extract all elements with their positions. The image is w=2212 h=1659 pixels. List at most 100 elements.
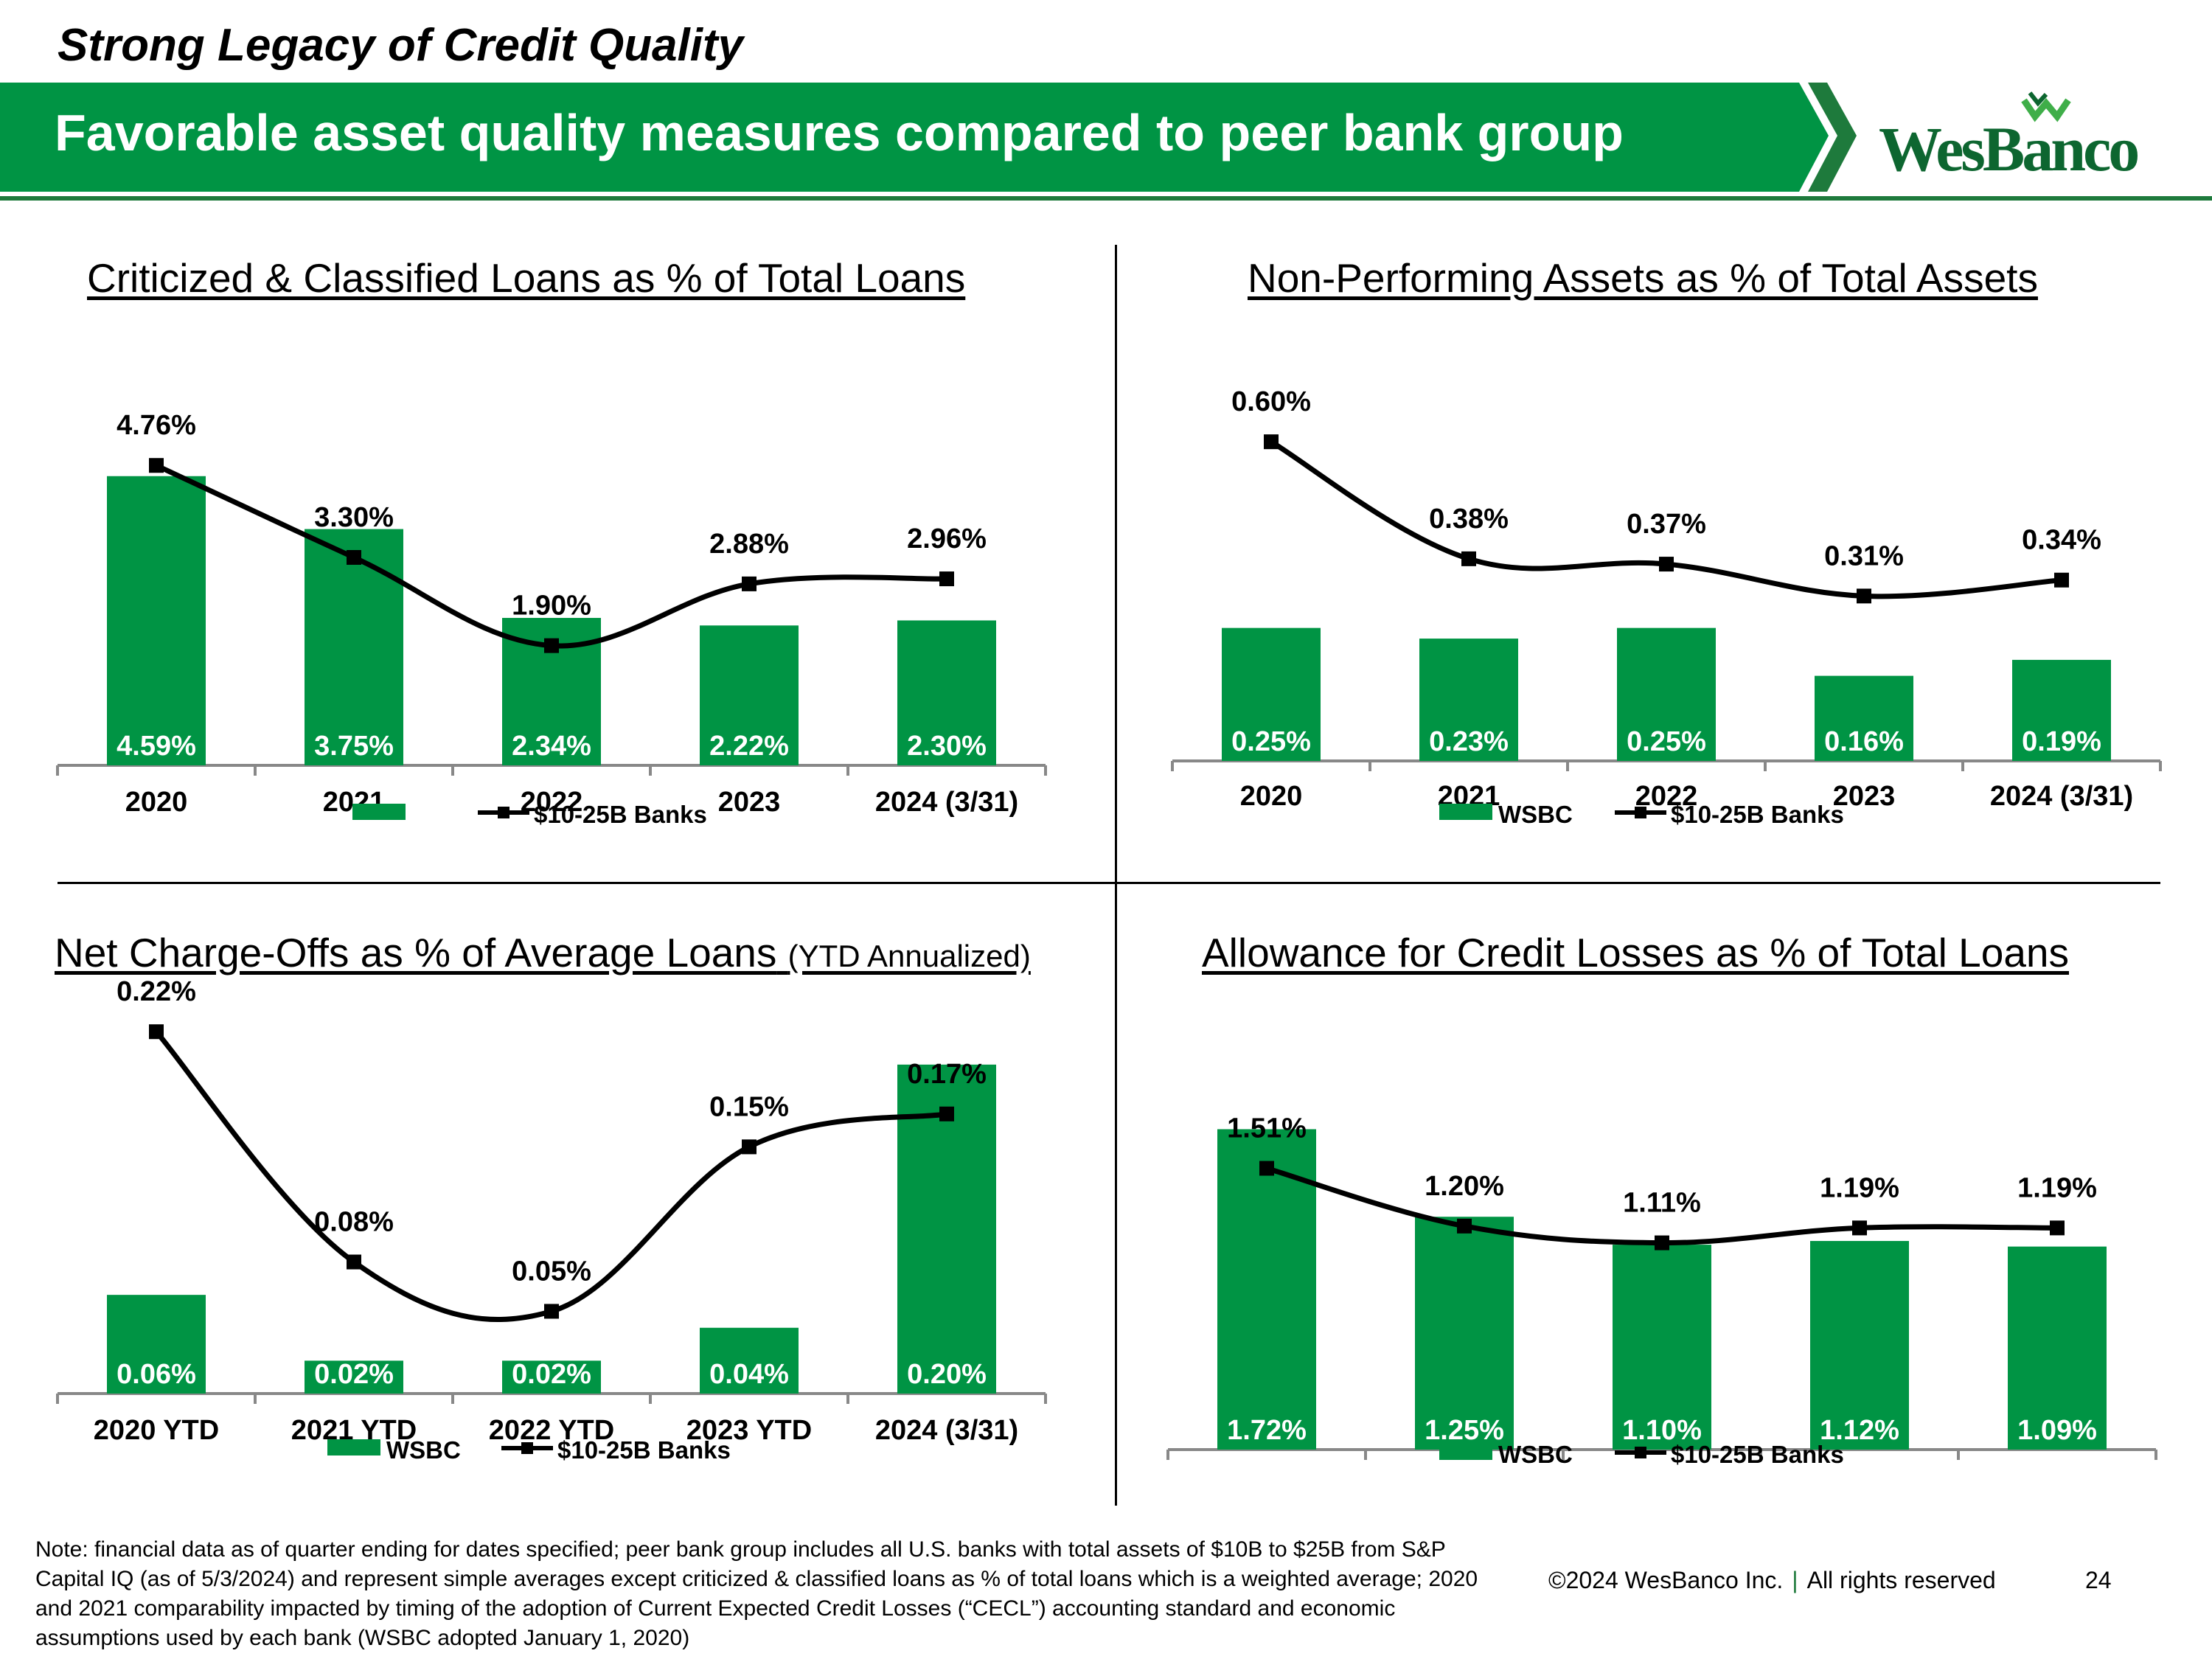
bar-data-label: 3.75% (314, 731, 394, 762)
legend-bar-label: WSBC (386, 1436, 461, 1464)
category-tick-label: 2020 (1240, 781, 1303, 812)
bar-data-label: 1.25% (1425, 1415, 1504, 1446)
chart-title-text: Non-Performing Assets as % of Total Asse… (1248, 255, 2038, 301)
bar (1810, 1241, 1909, 1450)
line-data-label: 2.96% (907, 524, 987, 554)
wesbanco-logo-icon (2021, 91, 2071, 122)
vertical-divider (1115, 245, 1117, 1506)
bar-data-label: 0.25% (1627, 726, 1706, 757)
bar (107, 476, 206, 765)
bar-data-label: 2.30% (907, 731, 987, 762)
legend-line-marker (1635, 807, 1646, 818)
bar (1217, 1129, 1316, 1450)
legend-bar-swatch (327, 1439, 380, 1455)
legend-line-label: $10-25B Banks (557, 1436, 731, 1464)
slide-kicker: Strong Legacy of Credit Quality (58, 20, 744, 71)
bar-data-label: 0.23% (1429, 726, 1509, 757)
line-data-label: 1.90% (512, 591, 591, 622)
category-tick-label: 2022 YTD (489, 1415, 614, 1446)
bar-data-label: 0.02% (512, 1359, 591, 1390)
line-data-label: 0.08% (314, 1207, 394, 1238)
line-point-marker (2054, 572, 2069, 588)
bar-data-label: 0.20% (907, 1359, 987, 1390)
category-tick-label: 2024 (3/31) (875, 787, 1018, 818)
title-banner (0, 83, 1857, 192)
line-point-marker (544, 1304, 559, 1319)
chart-title-text: Allowance for Credit Losses as % of Tota… (1202, 930, 2070, 975)
line-data-label: 4.76% (116, 410, 196, 441)
chart-title-text: Criticized & Classified Loans as % of To… (87, 255, 966, 301)
chart-criticized: 4.59% 3.75% 2.34% 2.22% 2.30% 4.76% 3.30% 1.90%… (56, 410, 1047, 828)
line-point-marker (1852, 1220, 1867, 1236)
line-data-label: 0.17% (907, 1059, 987, 1090)
category-tick-label: 2023 (718, 787, 781, 818)
chart-acl: 1.72% 1.25% 1.10% 1.12% 1.09% 1.51% 1.20% 1.11%… (1166, 1113, 2157, 1468)
line-point-marker (2050, 1220, 2065, 1236)
line-point-marker (544, 638, 559, 653)
line-point-marker (347, 550, 361, 565)
line-point-marker (1264, 434, 1279, 450)
bar-data-label: 0.19% (2022, 726, 2101, 757)
chart-title-acl: Allowance for Credit Losses as % of Tota… (1202, 929, 2069, 976)
bar-data-label: 2.34% (512, 731, 591, 762)
line-point-marker (1461, 551, 1476, 566)
bar (502, 1360, 601, 1394)
bar-data-label: 0.16% (1824, 726, 1904, 757)
chart-title-npa: Non-Performing Assets as % of Total Asse… (1248, 254, 2038, 302)
bar (2008, 1246, 2107, 1450)
bar (1415, 1217, 1514, 1450)
bar-data-label: 0.06% (116, 1359, 196, 1390)
line-data-label: 0.34% (2022, 525, 2101, 556)
line-data-label: 0.31% (1824, 540, 1904, 571)
line-data-label: 3.30% (314, 502, 394, 533)
category-tick-label: 2024 (3/31) (1990, 781, 2133, 812)
line-data-label: 1.51% (1227, 1113, 1307, 1144)
header-rule (0, 196, 2212, 201)
horizontal-divider (58, 882, 2160, 884)
bar (305, 529, 403, 765)
legend-bar-label: WSBC (1498, 801, 1573, 828)
line-data-label: 0.38% (1429, 504, 1509, 535)
category-tick-label: 2023 YTD (686, 1415, 812, 1446)
legend-bar-label: WSBC (1498, 1441, 1573, 1468)
line-data-label: 0.22% (116, 976, 196, 1007)
chart-subtitle: (YTD Annualized) (787, 939, 1031, 973)
chart-npa: 0.25% 0.23% 0.25% 0.16% 0.19% 0.60% 0.38% 0.37%… (1171, 386, 2162, 828)
legend-line-marker (521, 1442, 533, 1454)
line-data-label: 0.05% (512, 1256, 591, 1287)
legend-line-marker (1635, 1447, 1646, 1458)
bar (700, 1327, 799, 1394)
legend-line-label: $10-25B Banks (534, 801, 707, 828)
footnote: Note: financial data as of quarter endin… (35, 1537, 1478, 1650)
line-data-label: 0.60% (1231, 386, 1311, 417)
line-point-marker (1457, 1218, 1472, 1234)
legend-line-marker (498, 807, 509, 818)
bar-data-label: 1.12% (1820, 1415, 1899, 1446)
bar (1222, 627, 1321, 761)
category-tick-label: 2022 (521, 787, 583, 818)
bar (107, 1295, 206, 1394)
bar-data-label: 0.25% (1231, 726, 1311, 757)
line-data-label: 1.20% (1425, 1171, 1504, 1202)
legend-bar-swatch (352, 804, 406, 820)
chart-title-nco: Net Charge-Offs as % of Average Loans (Y… (55, 929, 1031, 976)
slide-title: Favorable asset quality measures compare… (55, 104, 1624, 161)
bar (2012, 659, 2111, 761)
copyright-separator: | (1792, 1567, 1798, 1593)
bar-data-label: 1.10% (1622, 1415, 1702, 1446)
bar-data-label: 0.04% (709, 1359, 789, 1390)
copyright-text: ©2024 WesBanco Inc. (1548, 1567, 1784, 1593)
page-number: 24 (2085, 1567, 2112, 1593)
line-data-label: 1.19% (2017, 1172, 2097, 1203)
bar-data-label: 4.59% (116, 731, 196, 762)
bar-data-label: 2.22% (709, 731, 789, 762)
category-tick-label: 2024 (3/31) (875, 1415, 1018, 1446)
bar (897, 620, 996, 765)
line-data-label: 2.88% (709, 529, 789, 560)
line-point-marker (347, 1254, 361, 1270)
line-point-marker (742, 1139, 757, 1155)
legend-line-label: $10-25B Banks (1671, 801, 1844, 828)
chart-nco: 0.06% 0.02% 0.02% 0.04% 0.20% 0.22% 0.08% 0.05%… (56, 976, 1047, 1464)
line-data-label: 0.37% (1627, 509, 1706, 540)
bar (1815, 675, 1913, 761)
